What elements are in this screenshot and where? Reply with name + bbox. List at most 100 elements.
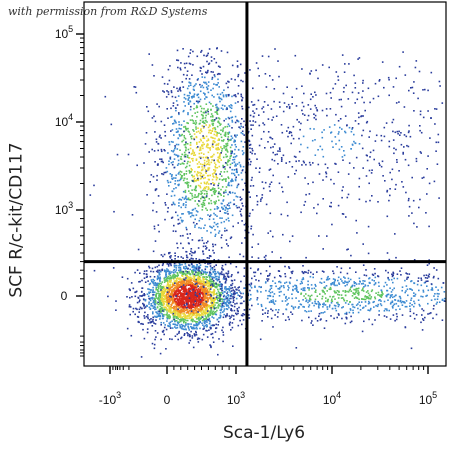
event-dot <box>253 271 255 274</box>
event-dot <box>185 201 187 203</box>
event-dot <box>205 319 208 322</box>
event-dot <box>265 289 267 292</box>
event-dot <box>185 198 188 201</box>
event-dot <box>202 115 204 117</box>
event-dot <box>207 63 210 65</box>
event-dot <box>288 287 290 289</box>
event-dot <box>168 306 170 309</box>
event-dot <box>195 326 198 329</box>
event-dot <box>269 291 272 294</box>
event-dot <box>189 52 191 54</box>
event-dot <box>242 165 245 168</box>
event-dot <box>212 249 214 252</box>
event-dot <box>338 282 340 284</box>
event-dot <box>272 300 274 303</box>
event-dot <box>226 142 229 145</box>
event-dot <box>227 305 230 307</box>
event-dot <box>330 283 332 285</box>
event-dot <box>169 276 172 279</box>
event-dot <box>182 86 185 88</box>
event-dot <box>188 329 190 331</box>
event-dot <box>161 286 163 288</box>
event-dot <box>187 148 190 151</box>
event-dot <box>216 110 218 113</box>
event-dot <box>428 273 431 276</box>
event-dot <box>179 149 181 151</box>
event-dot <box>193 297 195 299</box>
event-dot <box>225 289 227 291</box>
event-dot <box>191 239 194 241</box>
event-dot <box>163 310 165 313</box>
event-dot <box>294 54 297 57</box>
event-dot <box>178 299 180 301</box>
event-dot <box>425 280 428 283</box>
event-dot <box>147 316 149 318</box>
event-dot <box>169 338 171 340</box>
event-dot <box>181 280 184 283</box>
event-dot <box>396 277 399 280</box>
event-dot <box>207 263 209 265</box>
event-dot <box>150 304 152 307</box>
event-dot <box>319 303 321 306</box>
event-dot <box>204 288 207 290</box>
event-dot <box>152 278 154 281</box>
event-dot <box>202 295 205 297</box>
event-dot <box>144 299 147 302</box>
event-dot <box>180 271 182 274</box>
event-dot <box>215 148 217 150</box>
event-dot <box>199 327 201 330</box>
event-dot <box>178 278 180 280</box>
event-dot <box>206 300 209 303</box>
event-dot <box>175 301 178 304</box>
event-dot <box>190 319 193 321</box>
event-dot <box>152 294 154 296</box>
event-dot <box>303 295 305 297</box>
event-dot <box>148 288 150 291</box>
event-dot <box>189 92 191 95</box>
event-dot <box>203 196 206 199</box>
event-dot <box>321 289 324 292</box>
event-dot <box>199 318 201 320</box>
event-dot <box>366 297 368 299</box>
event-dot <box>206 291 209 294</box>
event-dot <box>178 179 181 182</box>
event-dot <box>164 218 166 221</box>
event-dot <box>160 298 162 300</box>
event-dot <box>157 276 160 278</box>
event-dot <box>249 212 251 215</box>
event-dot <box>213 324 215 327</box>
event-dot <box>191 115 194 117</box>
event-dot <box>308 300 311 302</box>
event-dot <box>152 290 154 292</box>
event-dot <box>321 136 324 139</box>
event-dot <box>241 105 243 108</box>
event-dot <box>175 174 177 177</box>
event-dot <box>196 283 199 286</box>
event-dot <box>166 179 169 182</box>
event-dot <box>184 326 186 328</box>
event-dot <box>354 82 357 84</box>
event-dot <box>204 318 207 320</box>
event-dot <box>292 289 294 292</box>
event-dot <box>190 312 192 314</box>
event-dot <box>178 330 180 333</box>
event-dot <box>204 110 207 113</box>
event-dot <box>185 142 187 144</box>
event-dot <box>176 316 178 318</box>
event-dot <box>192 346 195 349</box>
event-dot <box>198 290 201 292</box>
event-dot <box>190 303 193 306</box>
event-dot <box>181 221 183 223</box>
event-dot <box>369 297 372 300</box>
event-dot <box>160 295 163 297</box>
event-dot <box>206 304 208 306</box>
event-dot <box>172 269 175 272</box>
event-dot <box>193 138 196 141</box>
event-dot <box>211 280 213 283</box>
event-dot <box>234 78 236 81</box>
event-dot <box>142 294 144 297</box>
event-dot <box>231 152 233 154</box>
event-dot <box>298 300 300 302</box>
event-dot <box>190 298 192 301</box>
event-dot <box>363 320 365 323</box>
